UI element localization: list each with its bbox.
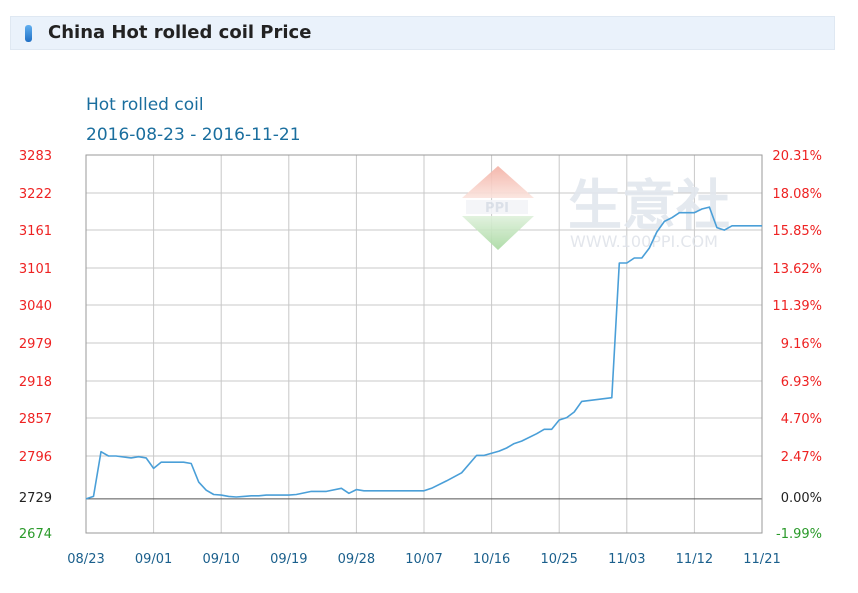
y-tick-label-left: 2857 — [19, 412, 52, 427]
watermark-brand: 生意社 — [568, 174, 730, 237]
x-tick-label: 11/03 — [608, 552, 645, 567]
y-axis-right: 20.31% 18.08% 15.85% 13.62% 11.39% 9.16% 6.93%… — [772, 149, 822, 542]
page-title: China Hot rolled coil Price — [48, 22, 312, 43]
chart-title: Hot rolled coil — [86, 95, 204, 115]
x-tick-label: 09/10 — [202, 552, 239, 567]
watermark-down-triangle-icon — [462, 216, 534, 250]
watermark-up-triangle-icon — [462, 166, 534, 198]
y-tick-label-left: 3222 — [19, 187, 52, 202]
y-axis-left: 3283 3222 3161 3101 3040 2979 2918 2857 2796 2729… — [19, 149, 52, 542]
x-tick-label: 09/28 — [338, 552, 375, 567]
chart-watermark: PPI 生意社 WWW.100PPI.COM — [462, 166, 730, 251]
x-tick-label: 08/23 — [67, 552, 104, 567]
y-tick-label-left: 3161 — [19, 224, 52, 239]
watermark-logo-band — [466, 200, 528, 214]
x-tick-label: 09/01 — [135, 552, 172, 567]
chart-grid — [86, 155, 762, 533]
plot-frame — [85, 154, 763, 534]
y-tick-label-left: 3101 — [19, 262, 52, 277]
chart-subtitle: 2016-08-23 - 2016-11-21 — [86, 125, 301, 145]
x-tick-label: 10/25 — [540, 552, 577, 567]
y-tick-label-right: 9.16% — [781, 337, 822, 352]
y-tick-label-right: 13.62% — [772, 262, 822, 277]
x-tick-label: 09/19 — [270, 552, 307, 567]
y-tick-label-right: 2.47% — [781, 450, 822, 465]
y-tick-label-right: 18.08% — [772, 187, 822, 202]
y-tick-label-right: 20.31% — [772, 149, 822, 164]
y-tick-label-right: 6.93% — [781, 375, 822, 390]
watermark-site: WWW.100PPI.COM — [570, 232, 718, 251]
header-marker-icon — [25, 25, 32, 42]
y-tick-label-left: 2979 — [19, 337, 52, 352]
y-tick-label-left: 2674 — [19, 527, 52, 542]
price-series-line — [85, 206, 762, 500]
x-tick-label: 11/12 — [676, 552, 713, 567]
x-tick-label: 11/21 — [743, 552, 780, 567]
y-tick-label-left: 3040 — [19, 299, 52, 314]
y-tick-label-right: 11.39% — [772, 299, 822, 314]
y-tick-label-left: 3283 — [19, 149, 52, 164]
y-tick-label-left: 2918 — [19, 375, 52, 390]
y-tick-label-right: -1.99% — [776, 527, 822, 542]
y-tick-label-left: 2729 — [19, 491, 52, 506]
y-tick-label-left: 2796 — [19, 450, 52, 465]
x-tick-label: 10/07 — [405, 552, 442, 567]
y-tick-label-right: 4.70% — [781, 412, 822, 427]
y-tick-label-right: 0.00% — [781, 491, 822, 506]
page-header: China Hot rolled coil Price — [10, 16, 835, 50]
x-tick-label: 10/16 — [473, 552, 510, 567]
watermark-logo-text: PPI — [485, 201, 509, 216]
x-axis: 08/23 09/01 09/10 09/19 09/28 10/07 10/16 10/25… — [67, 552, 780, 567]
y-tick-label-right: 15.85% — [772, 224, 822, 239]
